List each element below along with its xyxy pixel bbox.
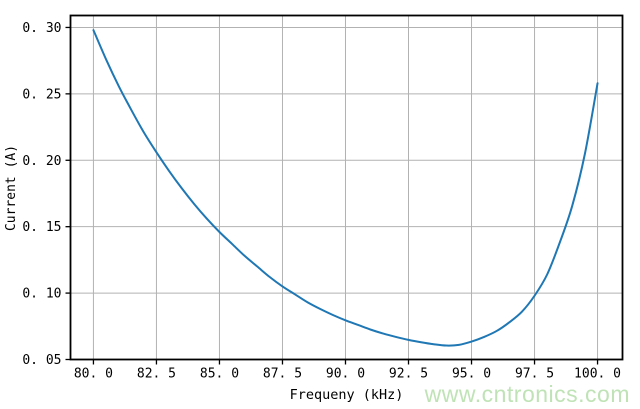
- x-tick-label: 97. 5: [515, 367, 554, 382]
- y-tick-label: 0. 10: [22, 287, 61, 302]
- y-tick-label: 0. 05: [22, 353, 61, 368]
- x-tick-label: 92. 5: [389, 367, 428, 382]
- y-tick-label: 0. 25: [22, 87, 61, 102]
- x-tick-label: 100. 0: [574, 367, 621, 382]
- plot-frame: [69, 14, 624, 361]
- x-tick-label: 95. 0: [452, 367, 491, 382]
- y-axis-label: Current (A): [4, 145, 19, 231]
- x-tick-label: 87. 5: [263, 367, 302, 382]
- y-tick-label: 0. 15: [22, 220, 61, 235]
- x-tick-label: 85. 0: [200, 367, 239, 382]
- y-tick-label: 0. 20: [22, 154, 61, 169]
- x-tick-label: 90. 0: [326, 367, 365, 382]
- y-tick-label: 0. 30: [22, 21, 61, 36]
- x-tick-label: 80. 0: [74, 367, 113, 382]
- watermark: www.cntronics.com: [424, 381, 630, 407]
- x-tick-label: 82. 5: [137, 367, 176, 382]
- x-axis-label: Frequeny (kHz): [290, 387, 404, 403]
- series-line-resonant-current: [92, 29, 599, 347]
